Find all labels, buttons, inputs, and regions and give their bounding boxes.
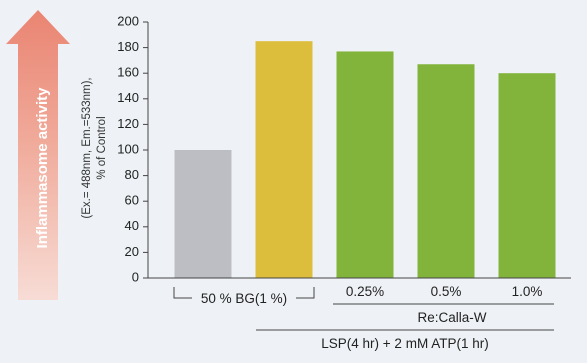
bg-group-bracket: 50 % BG(1 %) (173, 287, 315, 306)
y-tick-label: 200 (117, 13, 139, 28)
recalla-group-label: Re:Calla-W (417, 310, 486, 325)
bar-1 (174, 150, 232, 278)
bar-5 (498, 73, 556, 278)
bars (174, 41, 556, 279)
bar-2 (255, 41, 313, 279)
y-axis: 0 20 40 60 80 100 120 140 160 180 200 (117, 13, 149, 284)
bg-group-label: 50 % BG(1 %) (201, 291, 287, 306)
y-tick-label: 100 (117, 141, 139, 156)
bar-3 (336, 51, 394, 278)
category-labels: 0.25% 0.5% 1.0% (346, 284, 543, 299)
y-tick-label: 180 (117, 39, 139, 54)
y-tick-label: 120 (117, 116, 139, 131)
inflammasome-arrow: Inflammasome activity (6, 10, 70, 300)
y-tick-label: 160 (117, 65, 139, 80)
y-tick-label: 80 (125, 167, 139, 182)
y-tick-label: 40 (125, 218, 139, 233)
bg-bracket-left (173, 287, 192, 299)
treatment-label: LSP(4 hr) + 2 mM ATP(1 hr) (321, 336, 488, 351)
bar-4 (417, 64, 475, 279)
y-tick-label: 0 (132, 269, 139, 284)
y-axis-title: (Ex.= 488nm, Em.=533nm), % of Control (81, 77, 108, 218)
bg-bracket-right (296, 287, 315, 299)
y-tick-label: 140 (117, 90, 139, 105)
side-label: Inflammasome activity (34, 87, 51, 249)
treatment-group: LSP(4 hr) + 2 mM ATP(1 hr) (256, 329, 554, 351)
recalla-group: Re:Calla-W (333, 303, 554, 325)
y-tick-label: 20 (125, 244, 139, 259)
up-arrow-icon (6, 10, 70, 300)
category-label: 1.0% (512, 284, 543, 299)
y-axis-title-line-2: % of Control (96, 116, 108, 179)
y-axis-title-line-1: (Ex.= 488nm, Em.=533nm), (81, 77, 93, 218)
category-label: 0.5% (431, 284, 462, 299)
y-tick-label: 60 (125, 193, 139, 208)
category-label: 0.25% (346, 284, 384, 299)
